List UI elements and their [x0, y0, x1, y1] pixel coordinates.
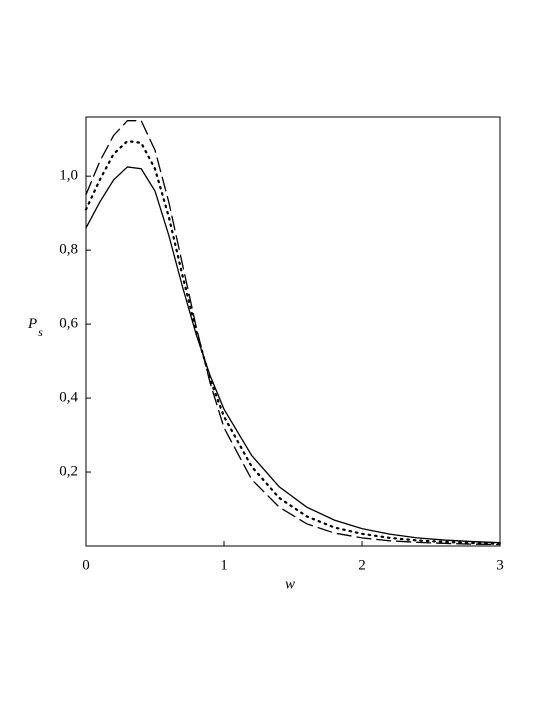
series-line [85, 166, 501, 544]
y-tick-label: 0,2 [59, 463, 78, 479]
y-tick-label: 0,6 [59, 316, 78, 332]
series-line [84, 139, 502, 545]
plot-frame [85, 116, 501, 547]
x-tick-label: 1 [220, 557, 228, 573]
y-tick-label: 0,8 [59, 242, 78, 258]
y-axis-label: Ps [27, 316, 43, 338]
y-axis-label-main: P [27, 316, 37, 332]
x-tick-label: 2 [358, 557, 366, 573]
x-tick-label: 3 [496, 557, 504, 573]
series-line [85, 120, 501, 546]
x-axis-label: w [285, 576, 295, 592]
y-axis-label-sub: s [38, 325, 43, 339]
y-tick-label: 1,0 [59, 168, 78, 184]
x-tick-label: 0 [82, 557, 90, 573]
y-tick-label: 0,4 [59, 390, 78, 406]
